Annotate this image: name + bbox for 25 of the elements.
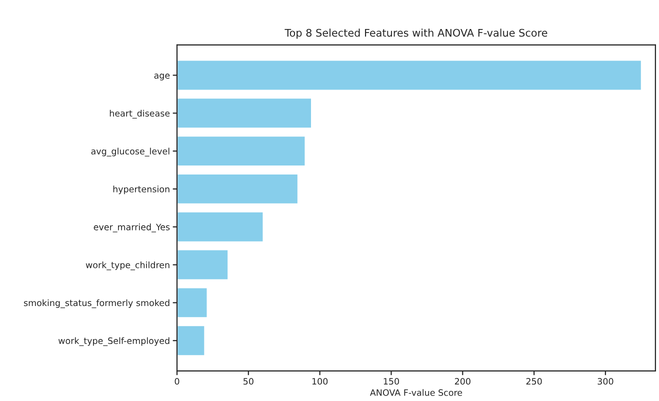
bar — [177, 211, 264, 243]
bar — [177, 248, 229, 281]
chart-title: Top 8 Selected Features with ANOVA F-value Score — [284, 28, 548, 39]
bar — [177, 59, 642, 92]
bar — [177, 324, 206, 356]
bar — [177, 97, 312, 130]
y-tick-label: avg_glucose_level — [91, 148, 170, 156]
x-tick-label: 150 — [384, 378, 399, 385]
bar — [177, 173, 299, 205]
x-tick-label: 200 — [454, 378, 470, 385]
y-tick-label: ever_married_Yes — [94, 224, 170, 232]
x-tick-label: 300 — [598, 378, 614, 385]
y-tick-label: work_type_Self-employed — [58, 337, 170, 346]
y-tick-label: work_type_children — [86, 261, 170, 270]
y-tick-label: heart_disease — [110, 110, 170, 119]
bar — [177, 286, 208, 319]
y-tick-label: age — [154, 74, 170, 80]
x-tick-label: 0 — [174, 378, 180, 385]
x-tick-label: 250 — [526, 378, 542, 385]
y-tick-label: hypertension — [113, 186, 170, 194]
y-tick-label: smoking_status_formerly smoked — [24, 299, 170, 308]
x-tick-label: 50 — [244, 378, 254, 385]
x-tick-label: 100 — [312, 378, 328, 385]
bar — [177, 135, 306, 167]
x-axis-title: ANOVA F-value Score — [370, 389, 462, 396]
